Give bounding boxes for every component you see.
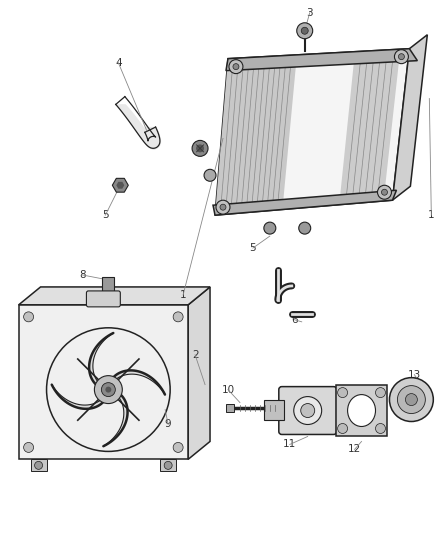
Polygon shape xyxy=(339,49,400,205)
FancyBboxPatch shape xyxy=(86,291,120,307)
Circle shape xyxy=(192,140,208,156)
Polygon shape xyxy=(19,287,210,305)
Circle shape xyxy=(378,185,392,199)
Polygon shape xyxy=(19,305,188,459)
Circle shape xyxy=(35,462,42,470)
Circle shape xyxy=(220,204,226,210)
Polygon shape xyxy=(112,179,128,192)
Bar xyxy=(160,459,176,471)
Circle shape xyxy=(297,23,313,39)
Bar xyxy=(31,459,46,471)
Circle shape xyxy=(24,442,34,453)
Polygon shape xyxy=(89,333,113,385)
Text: 10: 10 xyxy=(221,385,234,394)
Circle shape xyxy=(375,424,385,433)
Circle shape xyxy=(216,200,230,214)
Circle shape xyxy=(95,376,122,403)
Circle shape xyxy=(395,50,408,63)
Circle shape xyxy=(399,54,404,60)
Circle shape xyxy=(173,312,183,322)
Circle shape xyxy=(106,386,111,393)
Polygon shape xyxy=(215,49,410,215)
Circle shape xyxy=(101,383,115,397)
Bar xyxy=(336,385,388,437)
Polygon shape xyxy=(103,394,127,446)
Text: 5: 5 xyxy=(250,243,256,253)
Text: 8: 8 xyxy=(79,270,86,280)
Circle shape xyxy=(338,387,348,398)
Polygon shape xyxy=(117,182,124,189)
Text: 5: 5 xyxy=(102,210,109,220)
Text: 13: 13 xyxy=(408,370,421,379)
Circle shape xyxy=(301,27,308,34)
Circle shape xyxy=(204,169,216,181)
Circle shape xyxy=(233,63,239,70)
Circle shape xyxy=(24,312,34,322)
Text: 1: 1 xyxy=(180,290,187,300)
Circle shape xyxy=(375,387,385,398)
Bar xyxy=(264,400,284,419)
Polygon shape xyxy=(392,35,427,200)
Polygon shape xyxy=(226,49,417,71)
Text: 12: 12 xyxy=(348,445,361,455)
Circle shape xyxy=(264,222,276,234)
Circle shape xyxy=(294,397,321,424)
Polygon shape xyxy=(188,287,210,459)
Circle shape xyxy=(381,189,388,195)
Polygon shape xyxy=(52,385,104,409)
Circle shape xyxy=(196,144,204,152)
Circle shape xyxy=(397,385,425,414)
Circle shape xyxy=(46,328,170,451)
Circle shape xyxy=(406,393,417,406)
Text: 4: 4 xyxy=(115,58,122,68)
Circle shape xyxy=(229,60,243,74)
Ellipse shape xyxy=(348,394,375,426)
Polygon shape xyxy=(215,55,297,215)
Circle shape xyxy=(389,378,433,422)
Polygon shape xyxy=(113,370,165,394)
FancyBboxPatch shape xyxy=(279,386,337,434)
Text: 1: 1 xyxy=(428,210,434,220)
Polygon shape xyxy=(213,190,396,215)
Bar xyxy=(226,403,234,411)
Text: 2: 2 xyxy=(192,350,198,360)
Text: 9: 9 xyxy=(165,419,171,430)
Bar xyxy=(102,277,114,293)
Circle shape xyxy=(164,462,172,470)
Text: 6: 6 xyxy=(291,315,298,325)
Circle shape xyxy=(338,424,348,433)
Circle shape xyxy=(173,442,183,453)
Text: 11: 11 xyxy=(283,439,297,449)
Text: 3: 3 xyxy=(307,8,313,18)
Circle shape xyxy=(301,403,314,417)
Circle shape xyxy=(299,222,311,234)
